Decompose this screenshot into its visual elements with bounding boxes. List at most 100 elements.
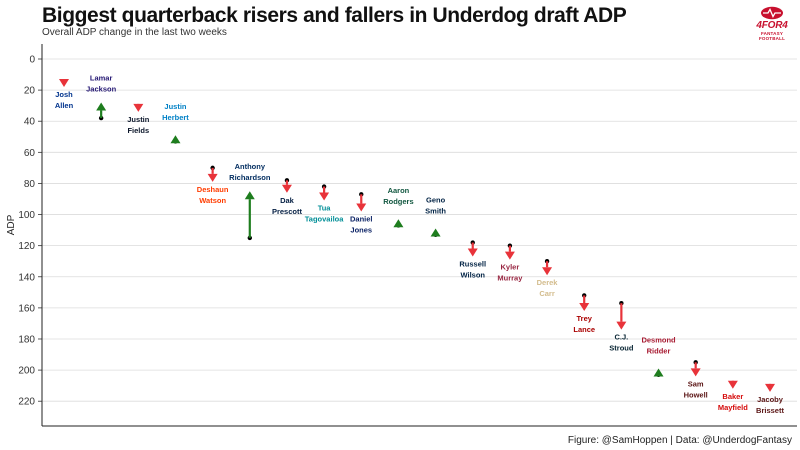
- player-label-line: Herbert: [162, 113, 189, 122]
- player-arrow: Justin Herbert: [162, 102, 189, 144]
- logo-mark-icon: [761, 6, 783, 20]
- player-label-line: Jacoby: [757, 395, 784, 404]
- player-arrow: Geno Smith: [425, 196, 446, 237]
- adp-arrow-head: [170, 135, 181, 144]
- player-label-line: Daniel: [350, 214, 373, 223]
- adp-arrow-head: [727, 380, 738, 389]
- player-label-line: Carr: [539, 289, 555, 298]
- player-label: Lamar Jackson: [86, 74, 116, 94]
- adp-arrow-head: [393, 219, 404, 228]
- player-label-line: Wilson: [460, 271, 485, 280]
- player-arrow: Dak Prescott: [272, 178, 303, 216]
- player-label-line: Justin: [164, 102, 187, 111]
- adp-arrow-head: [690, 368, 701, 377]
- chart-title: Biggest quarterback risers and fallers i…: [42, 4, 627, 27]
- player-arrow: Justin Fields: [127, 103, 150, 135]
- player-label-line: Tagovailoa: [305, 215, 344, 224]
- player-label: Daniel Jones: [350, 214, 373, 234]
- adp-arrow-head: [504, 251, 515, 260]
- player-label: Dak Prescott: [272, 196, 303, 216]
- player-arrow: Trey Lance: [573, 293, 595, 334]
- player-arrow: Aaron Rodgers: [383, 186, 414, 228]
- player-label-line: Allen: [55, 101, 74, 110]
- player-label-line: Lamar: [90, 74, 113, 83]
- player-arrow: Tua Tagovailoa: [305, 184, 344, 224]
- player-label: Desmond Ridder: [641, 336, 676, 356]
- player-arrow: Sam Howell: [684, 360, 708, 399]
- player-label-line: Sam: [688, 379, 704, 388]
- adp-start-point: [582, 293, 587, 298]
- adp-arrow-head: [207, 173, 218, 182]
- player-arrow: Desmond Ridder: [641, 336, 676, 377]
- player-label-line: Geno: [426, 196, 446, 205]
- player-label-line: Richardson: [229, 173, 271, 182]
- player-label: Geno Smith: [425, 196, 446, 216]
- player-arrow: C.J. Stroud: [609, 301, 634, 353]
- player-label-line: Baker: [722, 392, 743, 401]
- y-tick-label: 0: [29, 55, 35, 66]
- player-label: Derek Carr: [537, 278, 559, 298]
- player-label-line: Smith: [425, 207, 446, 216]
- player-label: Josh Allen: [55, 90, 74, 110]
- player-arrow: Josh Allen: [55, 78, 74, 110]
- player-label-line: Jones: [350, 225, 372, 234]
- player-label-line: Josh: [55, 90, 73, 99]
- player-label-line: Aaron: [388, 186, 410, 195]
- y-tick-label: 200: [18, 366, 35, 377]
- player-label-line: Jackson: [86, 85, 116, 94]
- player-label-line: Ridder: [647, 347, 671, 356]
- player-label-line: C.J.: [614, 333, 628, 342]
- player-label-line: Justin: [127, 115, 150, 124]
- player-label-line: Howell: [684, 390, 708, 399]
- player-label-line: Fields: [127, 126, 149, 135]
- adp-arrow-head: [133, 103, 144, 112]
- y-tick-label: 140: [18, 272, 35, 283]
- y-tick-label: 80: [24, 179, 36, 190]
- player-label-line: Prescott: [272, 207, 303, 216]
- player-arrow: Russell Wilson: [459, 240, 486, 280]
- player-label-line: Deshaun: [197, 185, 229, 194]
- player-arrow: Daniel Jones: [350, 192, 373, 234]
- adp-arrow-head: [96, 102, 107, 111]
- player-label: Sam Howell: [684, 379, 708, 399]
- chart-subtitle: Overall ADP change in the last two weeks: [42, 27, 227, 38]
- player-arrow: Baker Mayfield: [718, 380, 748, 412]
- player-arrow: Anthony Richardson: [229, 162, 271, 241]
- adp-arrow-head: [319, 192, 330, 201]
- player-label-line: Stroud: [609, 344, 634, 353]
- player-label-line: Brissett: [756, 406, 784, 415]
- player-label: Russell Wilson: [459, 260, 486, 280]
- adp-arrow-head: [765, 383, 775, 392]
- adp-arrow-head: [467, 248, 478, 257]
- player-label-line: Watson: [199, 196, 226, 205]
- player-label: Kyler Murray: [497, 263, 523, 283]
- adp-arrow-head: [579, 302, 590, 311]
- adp-arrow-head: [59, 78, 69, 87]
- player-arrow: Lamar Jackson: [86, 74, 117, 121]
- player-label: Baker Mayfield: [718, 392, 748, 412]
- y-tick-label: 160: [18, 303, 35, 314]
- y-tick-label: 120: [18, 241, 35, 252]
- player-label-line: Rodgers: [383, 197, 413, 206]
- player-label-line: Russell: [459, 260, 486, 269]
- player-label: Anthony Richardson: [229, 162, 271, 182]
- y-tick-label: 60: [24, 148, 36, 159]
- player-label: Jacoby Brissett: [756, 395, 784, 415]
- y-tick-label: 40: [24, 117, 36, 128]
- y-tick-label: 100: [18, 210, 35, 221]
- player-label-line: Derek: [537, 278, 559, 287]
- player-label: Aaron Rodgers: [383, 186, 413, 206]
- brand-logo: 4FOR4 FANTASY FOOTBALL: [748, 6, 796, 41]
- player-label-line: Mayfield: [718, 403, 748, 412]
- y-axis-label: ADP: [6, 214, 17, 235]
- y-tick-label: 220: [18, 397, 35, 408]
- player-label: C.J. Stroud: [609, 333, 634, 353]
- player-label: Trey Lance: [573, 314, 595, 334]
- player-label: Deshaun Watson: [197, 185, 229, 205]
- adp-arrow-head: [616, 321, 627, 330]
- player-label-line: Lance: [573, 325, 595, 334]
- player-label-line: Anthony: [235, 162, 266, 171]
- player-arrow: Deshaun Watson: [197, 165, 229, 205]
- player-label-line: Murray: [497, 274, 523, 283]
- adp-arrow-head: [244, 191, 255, 200]
